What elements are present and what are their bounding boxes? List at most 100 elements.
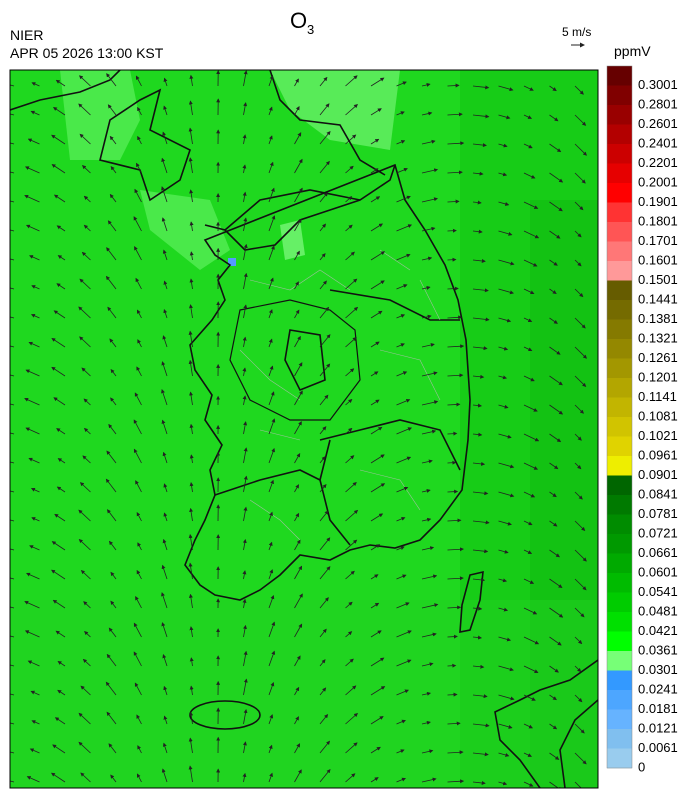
wind-arrow [421, 168, 439, 174]
wind-arrow [242, 741, 247, 754]
wind-arrow [319, 306, 330, 319]
wind-arrow [243, 447, 248, 464]
wind-arrow [163, 685, 168, 696]
wind-arrow [319, 713, 329, 725]
wind-arrow [10, 432, 15, 435]
wind-arrow [345, 306, 359, 319]
wind-arrow [396, 253, 411, 261]
wind-arrow [163, 715, 168, 725]
wind-arrow [498, 172, 508, 177]
wind-arrow [523, 288, 535, 295]
wind-arrow [447, 431, 458, 436]
wind-arrow [56, 428, 66, 435]
wind-arrow [345, 455, 355, 464]
colorbar-swatch [607, 85, 632, 106]
wind-arrow [189, 278, 194, 290]
wind-arrow [51, 772, 66, 783]
wind-arrow [10, 780, 15, 783]
wind-arrow [294, 362, 303, 377]
wind-arrow [189, 74, 194, 87]
colorbar-label: 0.1081 [638, 408, 678, 423]
wind-arrow [24, 600, 40, 609]
wind-arrow [447, 692, 458, 697]
wind-arrow [51, 569, 66, 580]
wind-arrow [472, 374, 485, 379]
wind-arrow [421, 749, 434, 754]
colorbar-label: 0.2201 [638, 155, 678, 170]
wind-arrow [319, 103, 330, 116]
wind-arrow [574, 636, 583, 645]
wind-arrow [345, 337, 357, 348]
colorbar-swatch [607, 339, 632, 359]
wind-arrow [10, 316, 15, 319]
colorbar-label: 0.1801 [638, 213, 678, 228]
wind-arrow [472, 200, 482, 205]
wind-arrow [51, 541, 66, 551]
wind-arrow [268, 161, 274, 174]
wind-arrow [294, 565, 303, 580]
wind-arrow [370, 657, 385, 667]
wind-arrow [523, 230, 540, 239]
wind-arrow [31, 517, 40, 522]
wind-arrow [134, 682, 142, 696]
wind-arrow [370, 223, 384, 232]
colorbar-swatch [607, 397, 632, 418]
wind-arrow [243, 624, 247, 638]
wind-arrow [498, 404, 509, 409]
wind-arrow [57, 689, 66, 696]
wind-arrow [268, 447, 275, 464]
wind-arrow [268, 106, 273, 116]
wind-arrow [10, 403, 15, 406]
wind-arrow [472, 752, 489, 757]
wind-arrow [498, 317, 512, 323]
colorbar-label: 0.3001 [638, 77, 678, 92]
wind-arrow [108, 540, 117, 551]
wind-arrow [370, 280, 385, 290]
wind-arrow [447, 402, 461, 407]
wind-arrow [319, 768, 331, 783]
colorbar-swatch [607, 300, 632, 320]
wind-arrow [370, 454, 385, 464]
colorbar-label: 0.1441 [638, 291, 678, 306]
wind-arrow [294, 281, 299, 290]
wind-arrow [162, 538, 168, 551]
wind-arrow [53, 310, 66, 319]
wind-arrow [421, 574, 438, 580]
wind-arrow [498, 491, 515, 498]
wind-arrow [498, 259, 515, 266]
wind-arrow [25, 427, 40, 435]
wind-arrow [110, 166, 117, 174]
wind-arrow [319, 628, 327, 638]
wind-arrow [109, 193, 117, 203]
wind-arrow [370, 483, 386, 493]
wind-arrow [134, 188, 142, 203]
colorbar-label: 0.0121 [638, 720, 678, 735]
wind-arrow [421, 546, 435, 551]
wind-arrow [319, 363, 331, 377]
wind-arrow [370, 746, 381, 754]
wind-arrow [574, 549, 587, 562]
colorbar-swatch [607, 690, 632, 710]
wind-arrow [370, 686, 386, 696]
wind-arrow [523, 520, 533, 526]
wind-arrow [268, 75, 274, 87]
wind-arrow [294, 309, 300, 319]
wind-arrow [268, 338, 273, 348]
wind-arrow [294, 132, 302, 145]
wind-arrow [137, 106, 142, 116]
wind-arrow [345, 75, 358, 87]
wind-arrow [498, 723, 513, 729]
wind-arrow [319, 192, 328, 203]
wind-arrow [370, 168, 379, 174]
wind-arrow [51, 366, 66, 377]
wind-arrow [472, 577, 486, 582]
wind-arrow [161, 389, 168, 406]
colorbar-swatch [607, 66, 632, 86]
wind-arrow [421, 285, 431, 290]
wind-arrow [345, 224, 353, 232]
wind-arrow [498, 85, 514, 92]
wind-arrow [162, 742, 168, 754]
wind-arrow [549, 636, 562, 646]
wind-arrow [10, 635, 15, 638]
wind-arrow [472, 491, 489, 496]
